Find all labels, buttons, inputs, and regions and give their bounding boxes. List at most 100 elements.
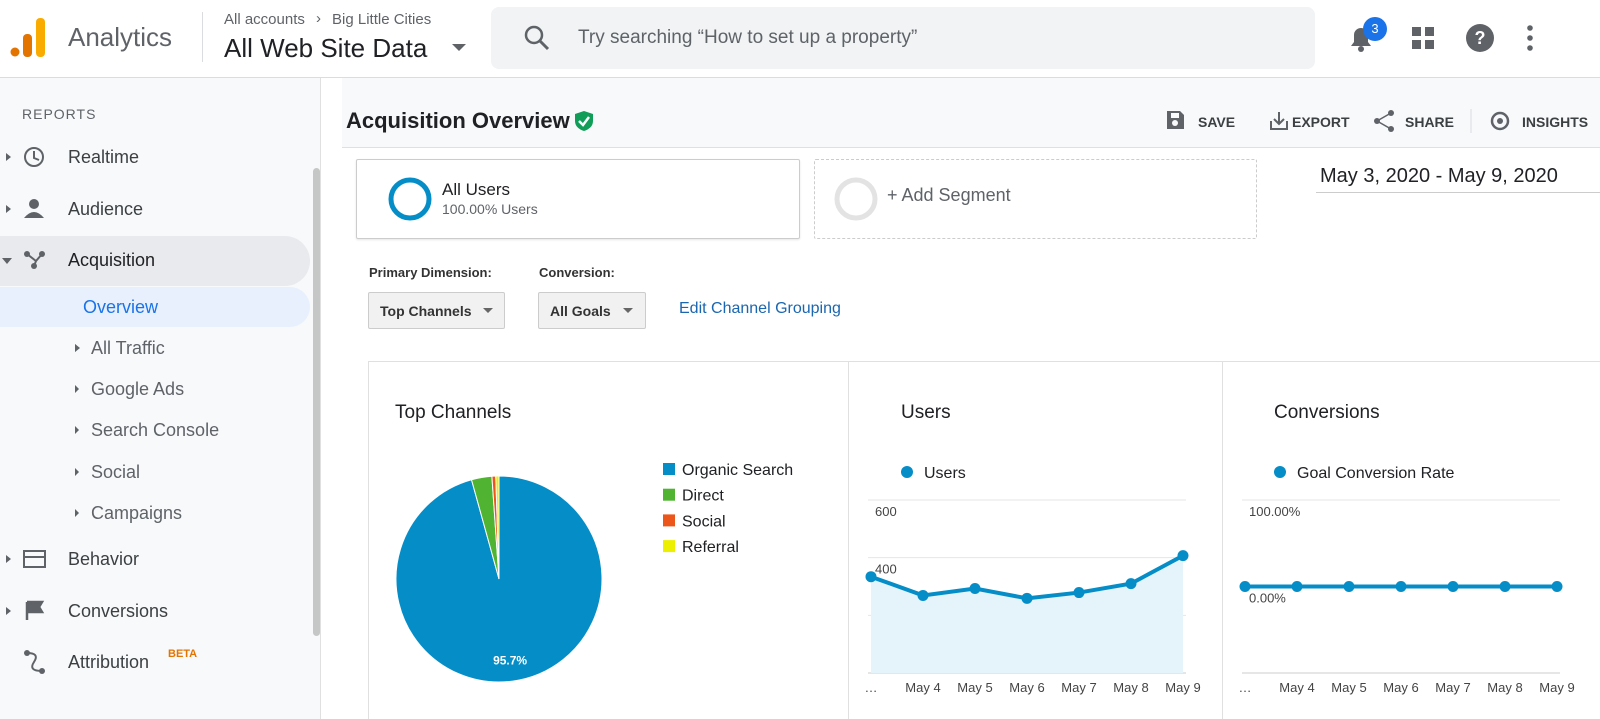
legend-dot (901, 466, 913, 478)
segment-detail: 100.00% Users (442, 201, 538, 217)
y-tick-label: 400 (875, 562, 897, 577)
card-divider (1222, 361, 1223, 719)
legend-label: Goal Conversion Rate (1297, 465, 1455, 482)
y-tick-label: 100.00% (1249, 504, 1301, 519)
conversion-value: All Goals (550, 303, 611, 319)
series-point (1499, 581, 1511, 592)
nav-subitem[interactable]: Google Ads (91, 379, 185, 399)
x-tick-label: May 7 (1435, 680, 1470, 695)
legend-label: Users (924, 465, 966, 482)
series-point (1239, 581, 1251, 592)
x-tick-label: May 9 (1165, 680, 1200, 695)
x-tick-label: May 6 (1383, 680, 1418, 695)
x-tick-label: May 5 (957, 680, 992, 695)
help-icon[interactable]: ? (1465, 23, 1495, 53)
nav-item[interactable]: Realtime (68, 147, 140, 167)
segment-card[interactable] (356, 159, 800, 239)
card-title: Conversions (1274, 402, 1380, 423)
dropdown-arrow (452, 44, 466, 51)
segment-ring (388, 177, 432, 221)
property-selector[interactable]: All Web Site Data (224, 33, 428, 63)
primary-dimension-label: Primary Dimension: (369, 265, 492, 280)
legend-swatch (663, 463, 675, 475)
date-picker[interactable] (1316, 164, 1600, 193)
legend-swatch (663, 540, 675, 553)
divider (202, 12, 203, 62)
sidebar-section: REPORTS (22, 106, 97, 122)
series-point (1125, 578, 1137, 590)
x-tick-label: May 8 (1487, 680, 1522, 695)
menu-icon[interactable] (1526, 25, 1534, 51)
nav-item[interactable]: Acquisition (68, 250, 156, 270)
series-point (1177, 550, 1189, 562)
series-point (1551, 581, 1563, 592)
series-point (1021, 592, 1033, 604)
pie-slice (495, 475, 500, 580)
segment-name: All Users (442, 180, 511, 199)
legend-swatch (663, 488, 675, 501)
card-title: Top Channels (395, 402, 512, 423)
series-point (1447, 581, 1459, 592)
date-range[interactable]: May 3, 2020 - May 9, 2020 (1320, 165, 1558, 187)
x-tick-label: May 9 (1539, 680, 1574, 695)
breadcrumb-account[interactable]: Big Little Cities (332, 11, 432, 28)
verified-icon (575, 111, 593, 131)
breadcrumb-root[interactable]: All accounts (224, 11, 305, 28)
series-point (1343, 581, 1355, 592)
series-area (871, 555, 1183, 673)
x-tick-label: May 8 (1113, 680, 1148, 695)
primary-dimension-value: Top Channels (380, 303, 472, 319)
notification-badge: 3 (1363, 17, 1387, 41)
action-icons (1167, 109, 1510, 133)
nav-subitem[interactable]: Social (91, 462, 141, 482)
search-box[interactable] (491, 7, 1315, 69)
edit-channel-link[interactable]: Edit Channel Grouping (679, 300, 841, 317)
search-placeholder: Try searching “How to set up a property” (578, 27, 918, 48)
x-tick-label: May 5 (1331, 680, 1366, 695)
series-point (865, 571, 877, 583)
save-button[interactable]: SAVE (1198, 114, 1236, 130)
nav-item[interactable]: Audience (68, 199, 144, 219)
insights-button[interactable]: INSIGHTS (1522, 114, 1589, 130)
legend-swatch (663, 514, 675, 527)
page-title: Acquisition Overview (346, 108, 570, 133)
x-tick-label: May 7 (1061, 680, 1096, 695)
y-tick-label: 0.00% (1249, 591, 1286, 606)
app-name: Analytics (68, 22, 173, 52)
legend-label: Direct (682, 488, 724, 505)
search-icon (524, 25, 550, 51)
x-tick-label: May 4 (905, 680, 940, 695)
y-tick-label: 600 (875, 504, 897, 519)
export-button[interactable]: EXPORT (1292, 114, 1350, 130)
logo (10, 18, 45, 57)
nav-item[interactable]: Behavior (68, 549, 140, 569)
scrollbar[interactable] (313, 168, 320, 636)
add-segment[interactable]: + Add Segment (887, 185, 1011, 205)
nav-subitem[interactable]: Overview (83, 297, 159, 317)
subitem-arrows (75, 344, 79, 517)
breadcrumb-sep: › (316, 10, 321, 27)
nav-subitem[interactable]: Campaigns (91, 503, 183, 523)
add-segment-card[interactable] (814, 159, 1257, 239)
legend-label: Social (682, 513, 726, 530)
sidebar (0, 78, 321, 719)
nav-icons (2, 147, 80, 674)
overview-cards (368, 361, 1600, 719)
x-tick-label: May 4 (1279, 680, 1314, 695)
nav-subitem[interactable]: Search Console (91, 420, 220, 440)
x-tick-label: May 6 (1009, 680, 1044, 695)
nav-item[interactable]: Attribution (68, 652, 150, 672)
card-title: Users (901, 402, 951, 423)
legend-label: Organic Search (682, 462, 793, 479)
series-point (1291, 581, 1303, 592)
nav-subitem[interactable]: All Traffic (91, 338, 165, 358)
nav-item[interactable]: Conversions (68, 601, 169, 621)
apps-icon[interactable] (1411, 26, 1435, 50)
series-point (1395, 581, 1407, 592)
conversion-label: Conversion: (539, 265, 615, 280)
primary-dimension-select[interactable] (368, 292, 505, 329)
share-button[interactable]: SHARE (1405, 114, 1455, 130)
add-segment-ring (834, 177, 878, 221)
